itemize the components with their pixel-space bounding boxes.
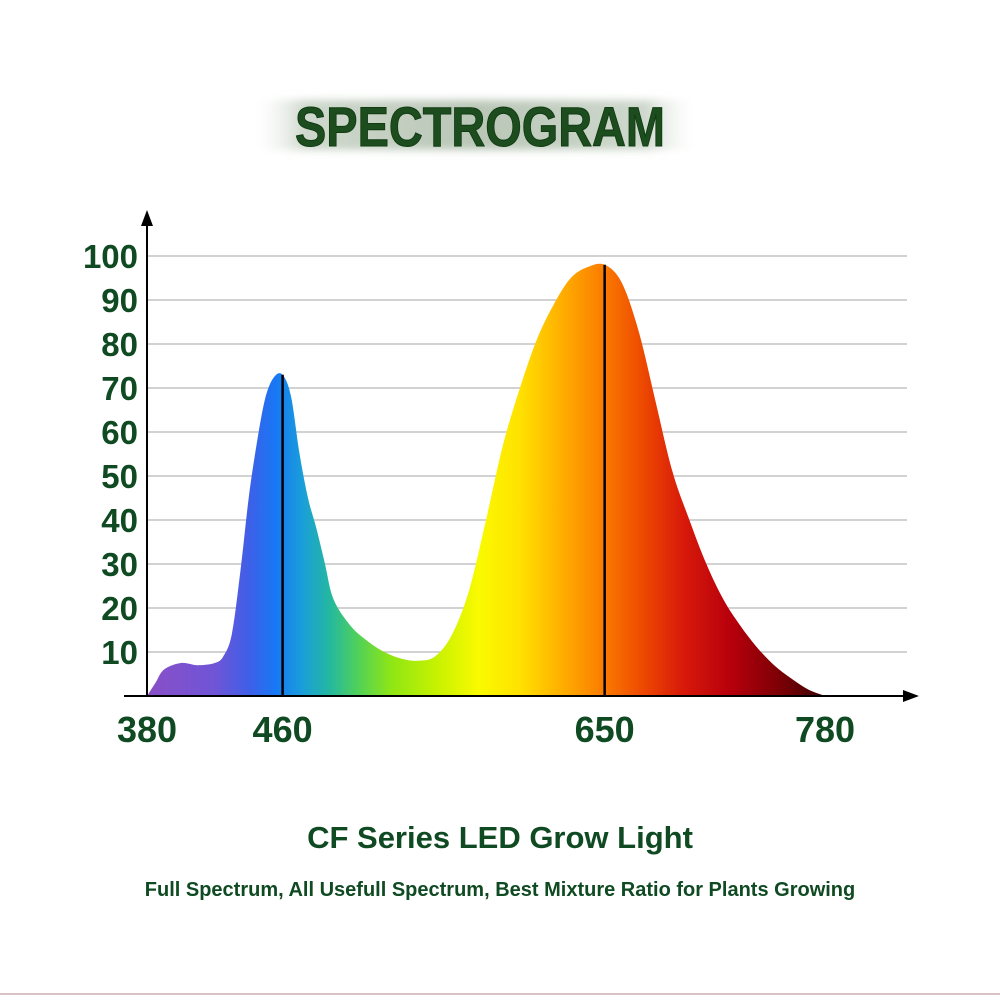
page-title: SPECTROGRAM — [295, 95, 665, 158]
bottom-divider — [0, 993, 1000, 995]
y-axis-arrow — [141, 210, 153, 226]
spectrum-area — [147, 263, 825, 696]
y-tick-label: 50 — [101, 458, 138, 495]
x-tick-label: 460 — [253, 709, 313, 750]
y-tick-label: 10 — [101, 634, 138, 671]
tagline-caption: Full Spectrum, All Usefull Spectrum, Bes… — [144, 879, 856, 901]
peak-markers — [281, 264, 606, 696]
y-tick-label: 60 — [101, 414, 138, 451]
y-tick-label: 40 — [101, 502, 138, 539]
x-tick-labels: 380 460 650 780 — [117, 709, 855, 750]
y-tick-label: 100 — [83, 238, 138, 275]
y-tick-labels: 10 20 30 40 50 60 70 80 90 100 — [83, 238, 138, 671]
product-caption: CF Series LED Grow Light — [307, 820, 693, 855]
y-tick-label: 20 — [101, 590, 138, 627]
x-tick-label: 380 — [117, 709, 177, 750]
y-tick-label: 30 — [101, 546, 138, 583]
y-tick-label: 80 — [101, 326, 138, 363]
title-glow — [250, 100, 700, 150]
x-axis-arrow — [903, 690, 919, 702]
y-tick-label: 70 — [101, 370, 138, 407]
title-banner: SPECTROGRAM — [250, 95, 700, 159]
y-tick-label: 90 — [101, 282, 138, 319]
axes — [124, 210, 919, 702]
x-tick-label: 650 — [575, 709, 635, 750]
x-tick-label: 780 — [795, 709, 855, 750]
